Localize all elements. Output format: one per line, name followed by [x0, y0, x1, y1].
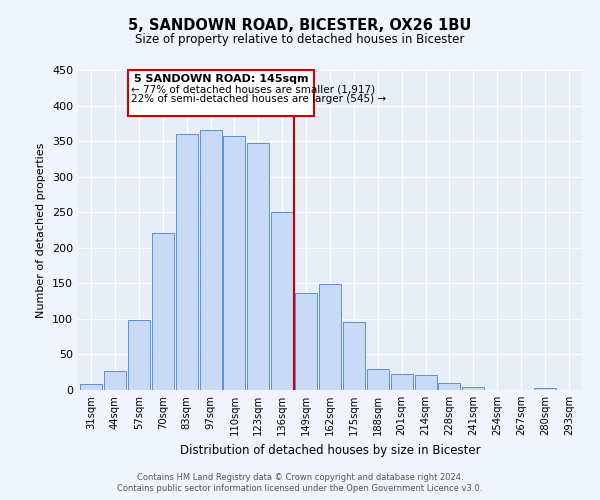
X-axis label: Distribution of detached houses by size in Bicester: Distribution of detached houses by size …: [179, 444, 481, 456]
Text: 5, SANDOWN ROAD, BICESTER, OX26 1BU: 5, SANDOWN ROAD, BICESTER, OX26 1BU: [128, 18, 472, 32]
Bar: [534, 388, 556, 390]
Bar: [200, 130, 221, 390]
Text: 5 SANDOWN ROAD: 145sqm: 5 SANDOWN ROAD: 145sqm: [134, 74, 308, 84]
Bar: [247, 143, 269, 390]
Bar: [223, 136, 245, 390]
Bar: [104, 371, 126, 390]
Bar: [152, 233, 174, 390]
Bar: [391, 374, 413, 390]
Y-axis label: Number of detached properties: Number of detached properties: [37, 142, 46, 318]
Text: Contains HM Land Registry data © Crown copyright and database right 2024.: Contains HM Land Registry data © Crown c…: [137, 472, 463, 482]
Bar: [295, 292, 317, 390]
Bar: [128, 320, 150, 390]
Text: Size of property relative to detached houses in Bicester: Size of property relative to detached ho…: [136, 32, 464, 46]
Bar: [439, 383, 460, 390]
Bar: [176, 134, 197, 390]
Bar: [415, 375, 437, 390]
Bar: [343, 322, 365, 390]
Text: 22% of semi-detached houses are larger (545) →: 22% of semi-detached houses are larger (…: [131, 94, 386, 104]
Bar: [80, 384, 102, 390]
Text: Contains public sector information licensed under the Open Government Licence v3: Contains public sector information licen…: [118, 484, 482, 493]
FancyBboxPatch shape: [128, 70, 314, 116]
Bar: [319, 284, 341, 390]
Bar: [463, 387, 484, 390]
Bar: [271, 212, 293, 390]
Text: ← 77% of detached houses are smaller (1,917): ← 77% of detached houses are smaller (1,…: [131, 84, 375, 94]
Bar: [367, 368, 389, 390]
